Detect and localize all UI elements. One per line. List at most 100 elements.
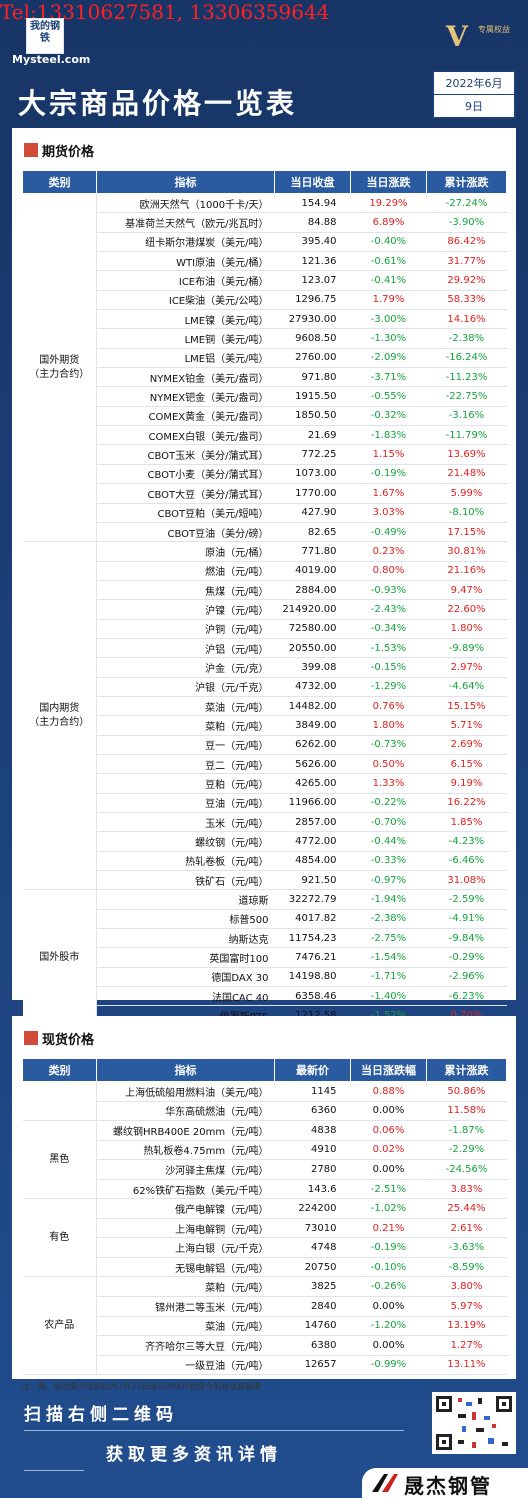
category-cell: 国外期货 （主力合约）: [22, 193, 97, 543]
indicator-cell: COMEX黄金（美元/盎司）: [96, 406, 275, 427]
table-row: 标普500 4017.82 -2.38% -4.91%: [23, 909, 507, 930]
value-cell: 4265.00: [274, 773, 351, 794]
cumulative-change-cell: 17.15%: [426, 522, 507, 543]
table-row: 华东高硫燃油（元/吨） 6360 0.00% 11.58%: [23, 1101, 507, 1122]
daily-change-cell: 0.02%: [350, 1140, 427, 1161]
table-row: LME铝（美元/吨） 2760.00 -2.09% -16.24%: [23, 348, 507, 369]
daily-change-cell: -0.70%: [350, 812, 427, 833]
daily-change-cell: -1.94%: [350, 889, 427, 910]
indicator-cell: 沪镍（元/吨）: [96, 599, 275, 620]
table-row: 无锡电解铝（元/吨） 20750 -0.10% -8.59%: [23, 1257, 507, 1278]
value-cell: 72580.00: [274, 619, 351, 639]
cumulative-change-cell: -8.59%: [426, 1257, 507, 1278]
spot-table: 类别 指标 最新价 当日涨跌幅 累计涨跌 上海低硫船用燃料油（美元/吨） 1145…: [22, 1058, 507, 1376]
col-category: 类别: [22, 1058, 97, 1082]
value-cell: 5626.00: [274, 754, 351, 775]
value-cell: 4838: [274, 1120, 351, 1141]
table-row: 有色 俄产电解镍（元/吨） 224200 -1.02% 25.44%: [22, 1198, 507, 1278]
category-cell: 黑色: [22, 1120, 97, 1200]
col-indicator: 指标: [96, 1058, 275, 1082]
category-label: 农产品: [44, 1319, 75, 1331]
value-cell: 9608.50: [274, 328, 351, 349]
daily-change-cell: 0.23%: [350, 541, 427, 562]
cumulative-change-cell: 1.85%: [426, 812, 507, 833]
cumulative-change-cell: 14.16%: [426, 309, 507, 330]
value-cell: 1296.75: [274, 290, 351, 311]
value-cell: 20550.00: [274, 638, 351, 659]
table-row: 菜油（元/吨） 14760 -1.20% 13.19%: [23, 1316, 507, 1337]
value-cell: 2857.00: [274, 812, 351, 833]
indicator-cell: 沪铝（元/吨）: [96, 638, 275, 659]
daily-change-cell: -0.34%: [350, 619, 427, 639]
value-cell: 143.6: [274, 1179, 351, 1200]
scan-prompt: 扫描右侧二维码: [24, 1405, 178, 1425]
value-cell: 11966.00: [274, 793, 351, 814]
cumulative-change-cell: 2.69%: [426, 735, 507, 755]
cumulative-change-cell: 1.80%: [426, 619, 507, 639]
daily-change-cell: -2.75%: [350, 928, 427, 949]
indicator-cell: CBOT玉米（美分/蒲式耳）: [96, 444, 275, 465]
daily-change-cell: -2.38%: [350, 909, 427, 930]
indicator-cell: 德国DAX 30: [96, 967, 275, 988]
cumulative-change-cell: 2.61%: [426, 1218, 507, 1239]
indicator-cell: LME铝（美元/吨）: [96, 348, 275, 369]
indicator-cell: COMEX白银（美元/盎司）: [96, 425, 275, 446]
value-cell: 6358.46: [274, 986, 351, 1007]
divider: [24, 1470, 84, 1471]
value-cell: 427.90: [274, 503, 351, 523]
indicator-cell: WTI原油（美元/桶）: [96, 251, 275, 272]
value-cell: 771.80: [274, 541, 351, 562]
indicator-cell: 标普500: [96, 909, 275, 930]
indicator-cell: 菜粕（元/吨）: [96, 715, 275, 736]
daily-change-cell: -3.00%: [350, 309, 427, 330]
qr-code[interactable]: [432, 1392, 516, 1454]
daily-change-cell: 1.67%: [350, 483, 427, 504]
table-row: NYMEX铂金（美元/盎司） 971.80 -3.71% -11.23%: [23, 367, 507, 388]
date-day: 9日: [465, 100, 483, 113]
daily-change-cell: -1.20%: [350, 1316, 427, 1337]
cumulative-change-cell: 22.60%: [426, 599, 507, 620]
indicator-cell: 玉米（元/吨）: [96, 812, 275, 833]
value-cell: 2780: [274, 1159, 351, 1180]
cumulative-change-cell: -2.96%: [426, 967, 507, 988]
indicator-cell: 齐齐哈尔三等大豆（元/吨）: [96, 1335, 275, 1356]
table-row: 纽卡斯尔港煤炭（美元/吨） 395.40 -0.40% 86.42%: [23, 232, 507, 253]
daily-change-cell: -0.55%: [350, 386, 427, 407]
logo-text: Mysteel.com: [12, 53, 91, 66]
cumulative-change-cell: -4.64%: [426, 677, 507, 697]
value-cell: 1145: [274, 1081, 351, 1102]
value-cell: 399.08: [274, 657, 351, 678]
indicator-cell: 道琼斯: [96, 889, 275, 910]
indicator-cell: 菜油（元/吨）: [96, 1316, 275, 1337]
daily-change-cell: 6.89%: [350, 212, 427, 233]
table-row: 黑色 螺纹钢HRB400E 20mm（元/吨） 4838 0.06% -1.87%: [22, 1120, 507, 1200]
indicator-cell: 62%铁矿石指数（美元/千吨）: [96, 1179, 275, 1200]
indicator-cell: NYMEX钯金（美元/盎司）: [96, 386, 275, 407]
cumulative-change-cell: 21.16%: [426, 561, 507, 581]
value-cell: 4910: [274, 1140, 351, 1161]
daily-change-cell: 0.21%: [350, 1218, 427, 1239]
section-marker-icon: [24, 143, 38, 157]
table-row: WTI原油（美元/桶） 121.36 -0.61% 31.77%: [23, 251, 507, 272]
value-cell: 7476.21: [274, 947, 351, 968]
table-row: 农产品 菜粕（元/吨） 3825 -0.26% 3.80%: [22, 1276, 507, 1376]
category-cell: 国内期货 （主力合约）: [22, 541, 97, 891]
table-row: 上海白银（元/千克） 4748 -0.19% -3.63%: [23, 1237, 507, 1258]
indicator-cell: 华东高硫燃油（元/吨）: [96, 1101, 275, 1122]
col-indicator: 指标: [96, 170, 275, 194]
value-cell: 1915.50: [274, 386, 351, 407]
value-cell: 214920.00: [274, 599, 351, 620]
cumulative-change-cell: 2.97%: [426, 657, 507, 678]
col-latest-price: 最新价: [274, 1058, 351, 1082]
value-cell: 6262.00: [274, 735, 351, 755]
cumulative-change-cell: -6.23%: [426, 986, 507, 1007]
cumulative-change-cell: 13.11%: [426, 1355, 507, 1376]
cumulative-change-cell: 29.92%: [426, 270, 507, 291]
vip-label: 专属权益: [478, 25, 510, 34]
value-cell: 2760.00: [274, 348, 351, 369]
col-daily-change: 当日涨跌幅: [350, 1058, 427, 1082]
cumulative-change-cell: 15.15%: [426, 696, 507, 717]
daily-change-cell: -1.54%: [350, 947, 427, 968]
cumulative-change-cell: 9.19%: [426, 773, 507, 794]
table-row: CBOT小麦（美分/蒲式耳） 1073.00 -0.19% 21.48%: [23, 464, 507, 485]
